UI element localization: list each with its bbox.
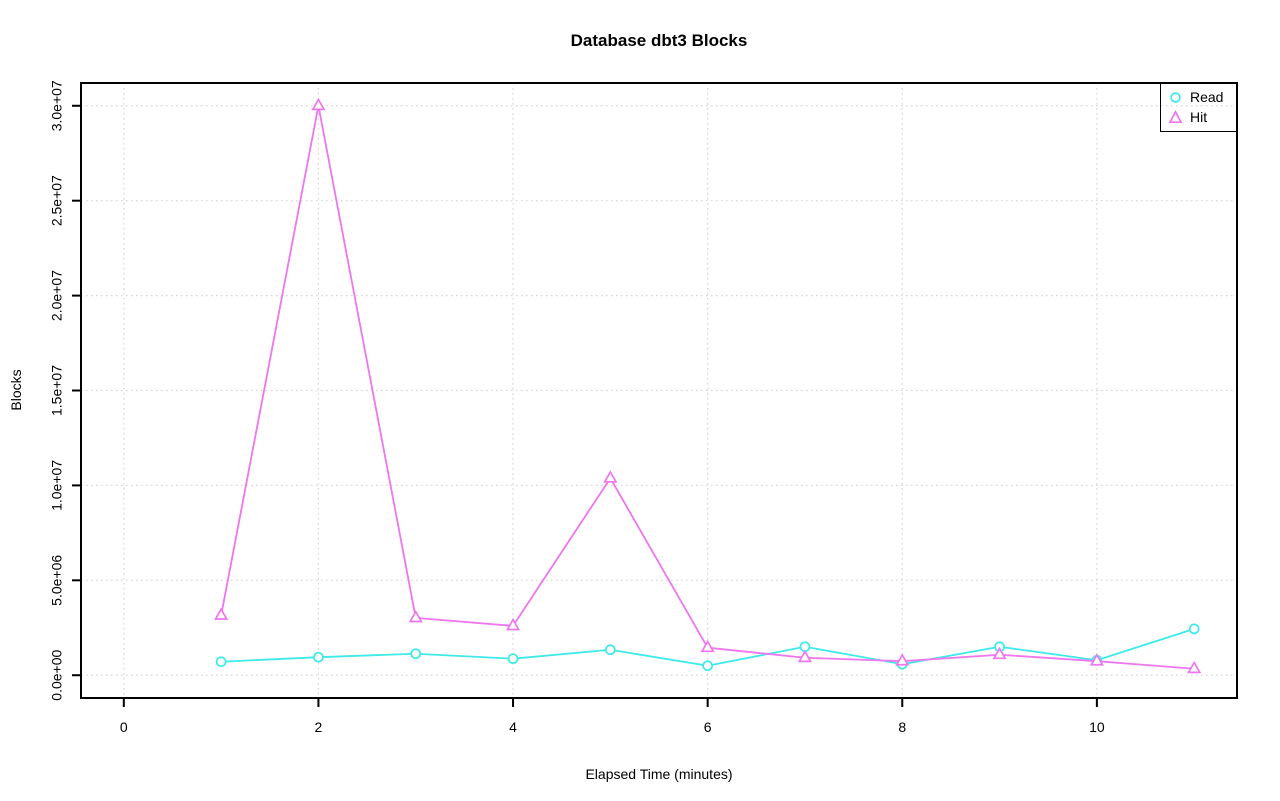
svg-text:0: 0 bbox=[120, 719, 128, 735]
svg-text:4: 4 bbox=[509, 719, 517, 735]
svg-text:0.0e+00: 0.0e+00 bbox=[49, 650, 65, 701]
svg-text:8: 8 bbox=[898, 719, 906, 735]
svg-text:10: 10 bbox=[1089, 719, 1105, 735]
svg-text:5.0e+06: 5.0e+06 bbox=[49, 555, 65, 606]
svg-text:2.0e+07: 2.0e+07 bbox=[49, 270, 65, 321]
y-axis-label: Blocks bbox=[8, 369, 24, 411]
svg-text:3.0e+07: 3.0e+07 bbox=[49, 80, 65, 131]
svg-text:2: 2 bbox=[315, 719, 323, 735]
read-marker-icon bbox=[1170, 92, 1181, 103]
svg-text:2.5e+07: 2.5e+07 bbox=[49, 175, 65, 226]
x-axis-label: Elapsed Time (minutes) bbox=[585, 766, 733, 782]
legend: Read Hit bbox=[1160, 83, 1238, 132]
hit-marker-icon bbox=[1168, 110, 1183, 124]
svg-text:6: 6 bbox=[704, 719, 712, 735]
legend-item-read: Read bbox=[1168, 89, 1232, 106]
legend-item-label: Hit bbox=[1190, 109, 1208, 125]
legend-item-label: Read bbox=[1190, 89, 1224, 105]
chart-title: Database dbt3 Blocks bbox=[570, 31, 748, 50]
svg-text:1.0e+07: 1.0e+07 bbox=[49, 460, 65, 511]
svg-text:1.5e+07: 1.5e+07 bbox=[49, 365, 65, 416]
legend-item-hit: Hit bbox=[1168, 109, 1232, 126]
